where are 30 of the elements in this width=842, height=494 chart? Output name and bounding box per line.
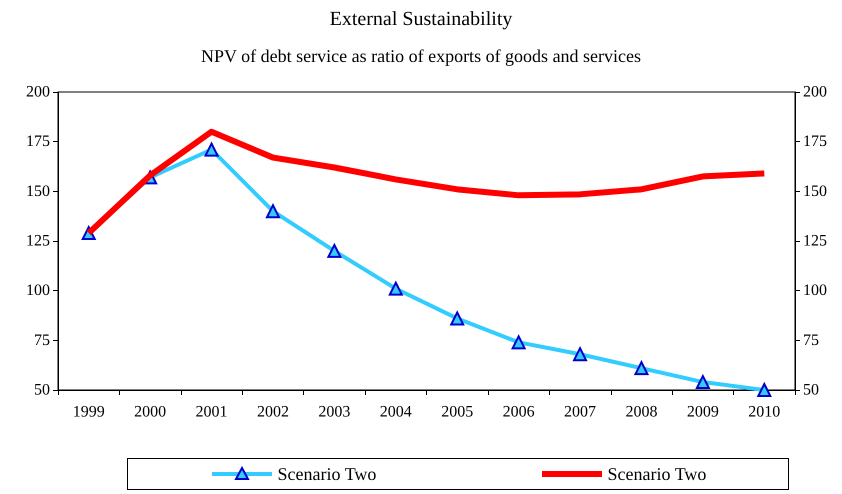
x-tick-label: 2007 <box>564 404 596 420</box>
y-tick-label: 75 <box>34 332 50 349</box>
y-tick-label: 200 <box>26 84 50 100</box>
x-tick-label: 2001 <box>196 404 228 420</box>
legend-label: Scenario Two <box>608 464 706 484</box>
legend-label: Scenario Two <box>278 464 376 484</box>
y-tick-label: 175 <box>26 133 50 150</box>
x-tick-label: 2005 <box>441 404 474 420</box>
y2-tick-label: 150 <box>803 182 827 200</box>
x-tick-label: 2003 <box>318 404 350 420</box>
chart-title: External Sustainability <box>330 8 512 30</box>
y-tick-label: 50 <box>34 382 50 398</box>
x-tick-label: 1999 <box>72 404 105 420</box>
x-tick-label: 2008 <box>625 404 658 420</box>
x-tick-label: 2004 <box>380 404 412 420</box>
chart-subtitle: NPV of debt service as ratio of exports of goods and services <box>200 46 642 66</box>
y2-tick-label: 175 <box>803 133 827 150</box>
y2-tick-label: 50 <box>803 382 819 398</box>
y-tick-label: 150 <box>26 182 50 200</box>
y2-tick-label: 100 <box>803 282 827 300</box>
x-tick-label: 2002 <box>256 404 289 420</box>
y2-tick-label: 200 <box>803 84 827 100</box>
x-tick-label: 2010 <box>748 404 780 420</box>
y2-tick-label: 75 <box>803 332 819 349</box>
x-tick-label: 2006 <box>502 404 535 420</box>
y-tick-label: 125 <box>26 232 50 250</box>
x-tick-label: 2009 <box>686 404 719 420</box>
x-tick-label: 2000 <box>134 404 166 420</box>
y-tick-label: 100 <box>26 282 50 300</box>
y2-tick-label: 125 <box>803 232 827 250</box>
